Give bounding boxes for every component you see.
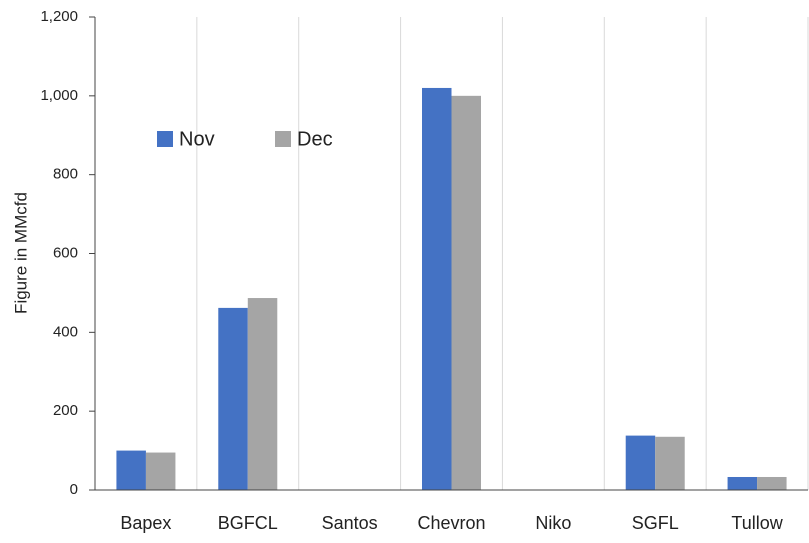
y-tick-label: 200	[53, 402, 78, 419]
legend-swatch	[275, 131, 291, 147]
bar	[727, 476, 758, 490]
bar	[145, 452, 176, 490]
y-tick-label: 1,000	[40, 87, 78, 104]
bar	[451, 95, 481, 490]
x-tick-label: SGFL	[632, 513, 679, 533]
bar	[116, 450, 146, 490]
legend-label: Dec	[297, 128, 333, 150]
bar	[757, 476, 787, 490]
x-tick-label: Bapex	[120, 513, 171, 533]
legend-swatch	[157, 131, 173, 147]
x-tick-label: Niko	[535, 513, 571, 533]
bar	[422, 87, 452, 490]
x-tick-label: Chevron	[417, 513, 485, 533]
y-tick-label: 600	[53, 244, 78, 261]
x-tick-label: Santos	[322, 513, 378, 533]
bar	[625, 435, 656, 490]
bar	[247, 298, 278, 490]
x-tick-label: Tullow	[731, 513, 783, 533]
x-tick-label: BGFCL	[218, 513, 278, 533]
y-axis-label: Figure in MMcfd	[11, 192, 30, 314]
y-tick-label: 800	[53, 166, 78, 183]
y-tick-label: 1,200	[40, 8, 78, 25]
y-tick-label: 0	[70, 481, 78, 498]
bar	[218, 307, 248, 490]
bar	[655, 436, 685, 490]
y-tick-label: 400	[53, 323, 78, 340]
legend-label: Nov	[179, 128, 215, 150]
